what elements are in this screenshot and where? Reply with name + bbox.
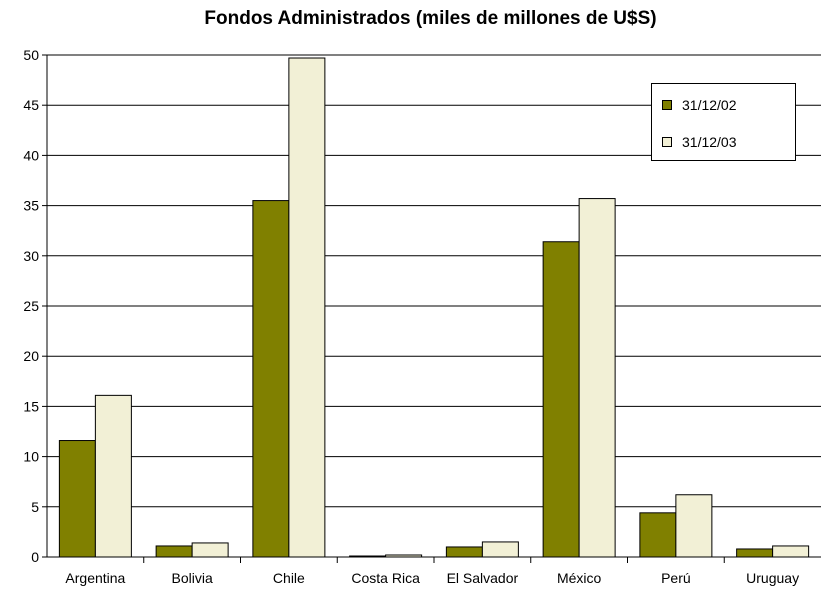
x-tick-label: Perú	[661, 570, 691, 586]
y-tick-label: 50	[23, 47, 39, 63]
y-tick-label: 0	[31, 549, 39, 565]
y-tick-label: 5	[31, 499, 39, 515]
tick-labels: 0 5 10 15 20 25 30 35 40 45 50 Argentina Bolivia Chil…	[23, 47, 799, 586]
y-tick-label: 20	[23, 348, 39, 364]
bar-2-uruguay	[772, 545, 810, 558]
x-tick-label: Chile	[273, 570, 305, 586]
y-tick-label: 40	[23, 147, 39, 163]
bars	[58, 57, 810, 558]
y-tick-label: 15	[23, 398, 39, 414]
y-tick-label: 45	[23, 97, 39, 113]
bar-2-chile	[288, 57, 326, 558]
bar-2-m-xico	[578, 198, 616, 558]
x-tick-label: México	[557, 570, 602, 586]
bar-1-chile	[252, 200, 290, 558]
gridlines	[47, 54, 821, 508]
legend-label-series-2: 31/12/03	[682, 134, 737, 150]
x-tick-label: El Salvador	[447, 570, 519, 586]
y-tick-label: 30	[23, 248, 39, 264]
y-tick-label: 10	[23, 449, 39, 465]
bar-1-el-salvador	[445, 546, 483, 558]
legend-swatch-series-1	[662, 100, 672, 110]
chart-title: Fondos Administrados (miles de millones …	[204, 8, 657, 29]
bar-1-m-xico	[542, 241, 580, 558]
x-tick-label: Bolivia	[172, 570, 213, 586]
x-tick-label: Uruguay	[746, 570, 799, 586]
legend-item-series-1: 31/12/02	[662, 97, 737, 113]
bar-1-bolivia	[155, 545, 193, 558]
legend-label-series-1: 31/12/02	[682, 97, 737, 113]
bar-1-per-	[639, 512, 677, 558]
axes	[42, 54, 821, 563]
bar-1-uruguay	[736, 548, 774, 558]
bar-2-el-salvador	[481, 541, 519, 558]
x-tick-label: Argentina	[65, 570, 125, 586]
y-tick-label: 25	[23, 298, 39, 314]
legend-swatch-series-2	[662, 137, 672, 147]
bar-1-argentina	[58, 440, 96, 558]
bar-2-per-	[675, 494, 713, 558]
y-tick-label: 35	[23, 198, 39, 214]
x-tick-label: Costa Rica	[351, 570, 420, 586]
legend: 31/12/02 31/12/03	[651, 83, 796, 161]
legend-item-series-2: 31/12/03	[662, 134, 737, 150]
bar-2-bolivia	[191, 542, 229, 558]
bar-2-argentina	[94, 394, 132, 558]
